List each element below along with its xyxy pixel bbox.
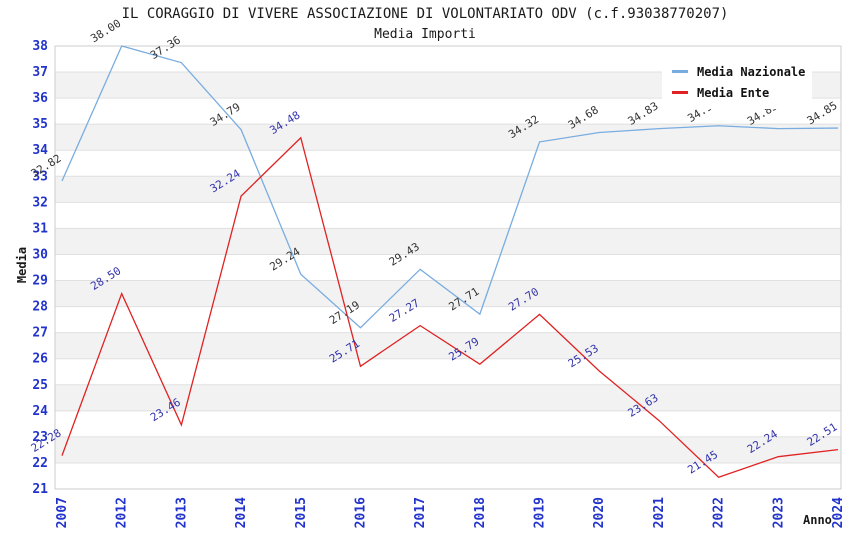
y-tick-label: 30 <box>32 247 48 262</box>
y-tick-label: 38 <box>32 39 48 54</box>
plot-stripe <box>55 228 841 255</box>
legend-item-media-ente: Media Ente <box>672 82 806 103</box>
legend-item-media-nazionale: Media Nazionale <box>672 61 806 82</box>
chart-subtitle: Media Importi <box>374 27 476 42</box>
x-tick-label: 2017 <box>413 497 428 528</box>
data-label-media-nazionale: 38.00 <box>88 17 123 46</box>
plot-stripe <box>55 280 841 307</box>
y-tick-label: 34 <box>32 143 48 158</box>
y-tick-label: 36 <box>32 91 48 106</box>
x-tick-label: 2014 <box>234 497 249 528</box>
y-axis-title: Media <box>15 246 29 284</box>
x-tick-label: 2024 <box>831 497 846 528</box>
chart-title: IL CORAGGIO DI VIVERE ASSOCIAZIONE DI VO… <box>121 6 729 22</box>
x-axis-title: Anno <box>803 513 832 527</box>
x-tick-label: 2007 <box>55 497 70 528</box>
x-tick-label: 2016 <box>353 497 368 528</box>
plot-stripe <box>55 436 841 463</box>
legend-swatch-ente <box>672 91 688 94</box>
y-tick-label: 23 <box>32 430 48 445</box>
series-line-media-ente <box>61 136 839 479</box>
x-tick-label: 2023 <box>771 497 786 528</box>
y-tick-label: 31 <box>32 221 48 236</box>
y-tick-label: 27 <box>32 326 48 341</box>
y-tick-label: 24 <box>32 404 48 419</box>
x-tick-label: 2019 <box>533 497 548 528</box>
y-tick-label: 21 <box>32 482 48 497</box>
y-tick-label: 35 <box>32 117 48 132</box>
data-label-media-nazionale: 34.83 <box>626 99 661 128</box>
plot-stripe <box>55 176 841 203</box>
y-tick-label: 29 <box>32 274 48 289</box>
y-tick-label: 37 <box>32 65 48 80</box>
x-tick-label: 2020 <box>592 497 607 528</box>
y-tick-label: 28 <box>32 300 48 315</box>
legend-label: Media Nazionale <box>697 64 806 79</box>
plot-stripe <box>55 124 841 151</box>
x-tick-label: 2018 <box>473 497 488 528</box>
legend-box: Media Nazionale Media Ente <box>662 55 812 109</box>
y-tick-label: 26 <box>32 352 48 367</box>
x-tick-label: 2012 <box>115 497 130 528</box>
y-tick-label: 33 <box>32 169 48 184</box>
y-tick-label: 32 <box>32 195 48 210</box>
x-tick-label: 2021 <box>652 497 667 528</box>
legend-swatch-nazionale <box>672 70 688 73</box>
x-tick-label: 2022 <box>712 497 727 528</box>
series-line-media-nazionale <box>61 45 839 329</box>
x-tick-label: 2013 <box>174 497 189 528</box>
y-tick-label: 22 <box>32 456 48 471</box>
plot-border <box>54 45 842 490</box>
y-tick-label: 25 <box>32 378 48 393</box>
x-tick-label: 2015 <box>294 497 309 528</box>
legend-label: Media Ente <box>697 85 770 100</box>
plot-stripe <box>55 332 841 359</box>
